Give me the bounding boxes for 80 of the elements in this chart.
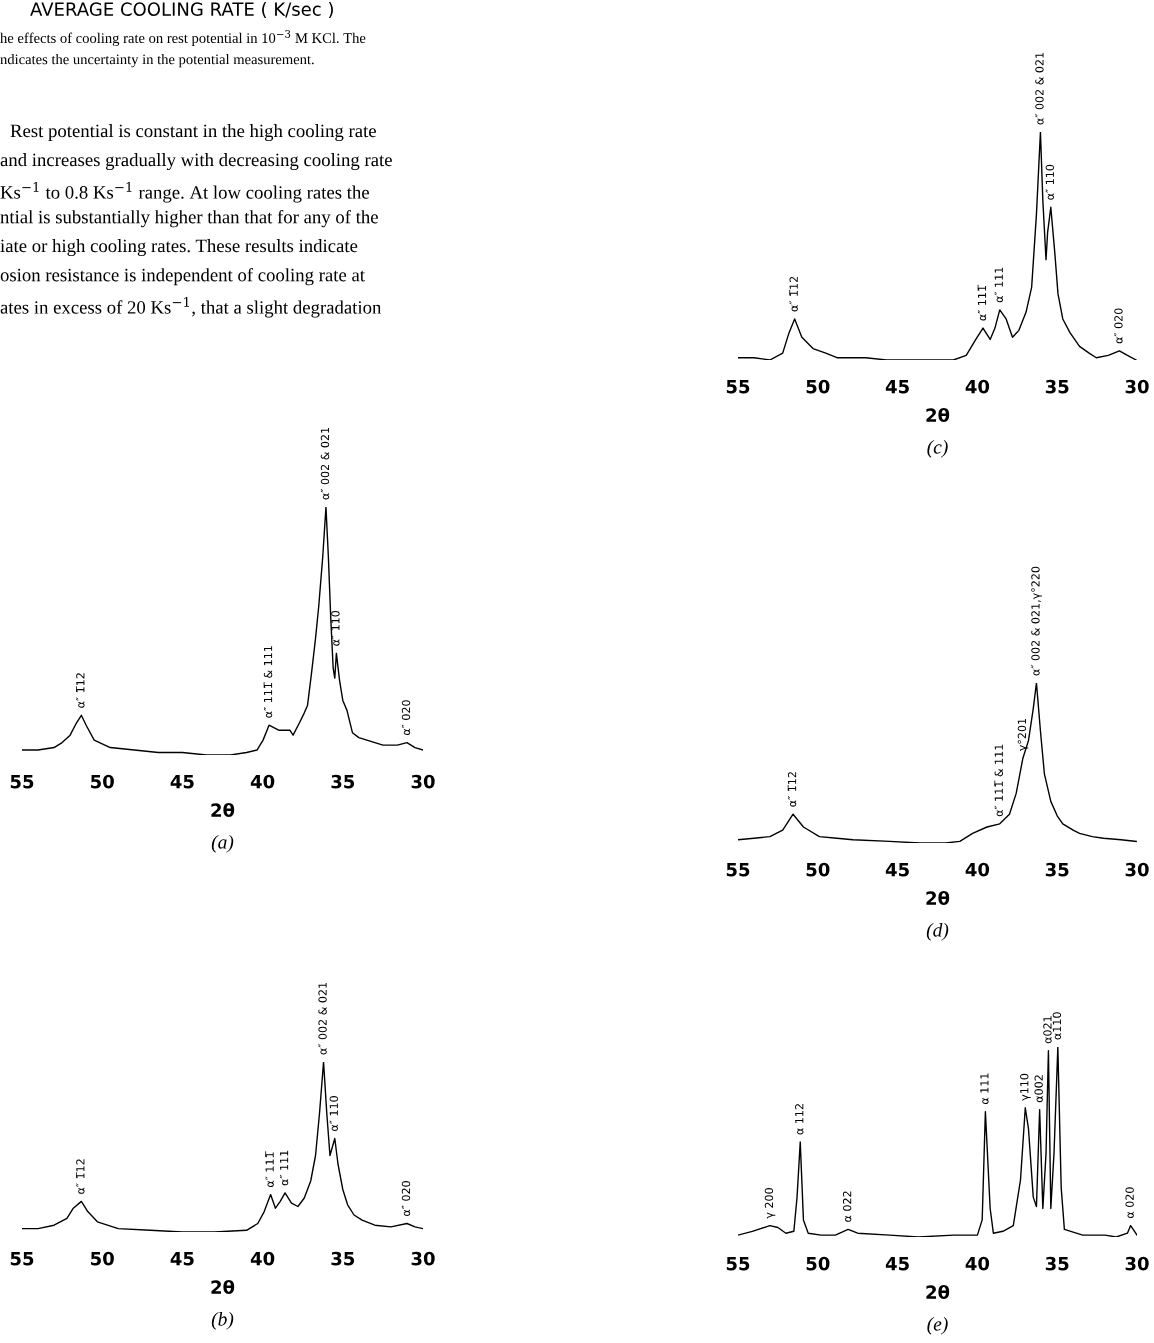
x-tick-label: 30 (1125, 1256, 1149, 1271)
annotation: α 111 (980, 1073, 989, 1105)
text: ntial is substantially higher than that for any of the (0, 210, 378, 228)
x-tick-label: 40 (965, 1256, 990, 1271)
annotation: α″ 002 & 021 (320, 427, 330, 500)
x-tick-label: 50 (91, 774, 114, 789)
text: and increases gradually with decreasing cooling rate (0, 153, 392, 171)
annotation: α″ 020 (1114, 308, 1123, 344)
annotation: α″ 110 (329, 1096, 338, 1131)
x-tick-label: 50 (806, 862, 830, 877)
x-tick-label: 45 (885, 380, 909, 394)
x-tick-label: 30 (411, 1251, 435, 1266)
x-tick-label: 35 (331, 1251, 355, 1266)
x-tick-label: 45 (885, 863, 909, 877)
x-tick-label: 55 (726, 380, 750, 394)
annotation: α 020 (1125, 1187, 1134, 1219)
annotation: α″ 002 & 021 (318, 982, 327, 1055)
text: ates in excess of 20 Ks$^{−1}$, that a slight degradation (0, 297, 382, 318)
x-tick-label: 55 (726, 863, 750, 877)
text: osion resistance is independent of cooling rate at (0, 268, 365, 286)
annotation: α021 (1043, 1016, 1052, 1044)
x-tick-label: 35 (1045, 1256, 1069, 1271)
annotation: α″ 002 & 021 (1035, 52, 1044, 125)
annotation: α″ 111 (280, 1150, 289, 1186)
text: (d) (926, 923, 949, 941)
x-tick-label: 50 (91, 1251, 114, 1266)
annotation: α002 (1034, 1075, 1043, 1103)
annotation: α″ 1̅12 (787, 772, 797, 807)
x-tick-label: 40 (965, 862, 990, 877)
annotation: α″ 1̅12 (76, 1159, 85, 1194)
annotation: α″ 020 (401, 700, 411, 736)
text: (b) (211, 1312, 234, 1330)
x-tick-label: 30 (411, 774, 435, 789)
annotation: α″ 1̅12 (76, 673, 85, 708)
x-tick-label: 45 (170, 1252, 194, 1266)
text: (e) (927, 1317, 948, 1335)
text: ndicates the uncertainty in the potential measurement. (0, 54, 314, 68)
x-tick-label: 40 (965, 379, 990, 394)
text: AVERAGE COOLING RATE ( K/sec ) (30, 2, 333, 19)
x-tick-label: 55 (10, 775, 34, 789)
x-tick-label: 40 (250, 1251, 275, 1266)
x-tick-label: 45 (885, 1257, 909, 1271)
annotation: α″ 110 (331, 610, 340, 646)
annotation: α 022 (842, 1191, 852, 1222)
x-tick-label: 45 (170, 775, 194, 789)
annotation: γ 200 (764, 1188, 776, 1219)
annotation: α″ 111 (994, 267, 1003, 303)
x-tick-label: 50 (806, 1256, 830, 1271)
x-axis-title: 2θ (926, 1284, 950, 1299)
annotation: γ110 (1020, 1073, 1031, 1101)
text: (c) (927, 440, 948, 458)
annotation: α″ 111̅ & 111 (994, 744, 1003, 817)
x-tick-label: 55 (10, 1252, 34, 1266)
annotation: α 112 (795, 1104, 804, 1135)
annotation: α″ 002 & 021,γ°220 (1031, 566, 1042, 676)
x-axis-title: 2θ (926, 407, 950, 422)
annotation: α″ 111̅ (265, 1151, 274, 1188)
annotation: α″ 110 (1045, 164, 1055, 200)
annotation: α″ 111̅ & 111 (263, 646, 273, 718)
x-tick-label: 40 (250, 774, 275, 789)
text: he effects of cooling rate on rest potential in 10$^{−3}$ M KCl. The (0, 30, 366, 47)
annotation: α″ 020 (401, 1181, 411, 1216)
x-tick-label: 30 (1125, 862, 1149, 877)
text: (a) (211, 835, 234, 853)
annotation: α″ 111̅ (977, 284, 987, 321)
annotation: α110 (1052, 1012, 1062, 1040)
x-axis-title: 2θ (211, 802, 235, 817)
text: Rest potential is constant in the high cooling rate (10, 124, 376, 142)
text: iate or high cooling rates. These results indicate (0, 239, 358, 257)
x-tick-label: 35 (1045, 379, 1069, 394)
x-tick-label: 30 (1125, 379, 1149, 394)
annotation: γ°201 (1017, 718, 1029, 752)
x-axis-title: 2θ (926, 890, 950, 905)
x-tick-label: 55 (726, 1257, 750, 1271)
x-axis-title: 2θ (211, 1279, 235, 1294)
x-tick-label: 35 (1045, 862, 1069, 877)
x-tick-label: 50 (806, 379, 830, 394)
annotation: α″ 1̅12 (789, 276, 798, 312)
text: Ks$^{−1}$ to 0.8 Ks$^{−1}$ range. At low cooling rates the (0, 182, 369, 203)
x-tick-label: 35 (331, 774, 355, 789)
